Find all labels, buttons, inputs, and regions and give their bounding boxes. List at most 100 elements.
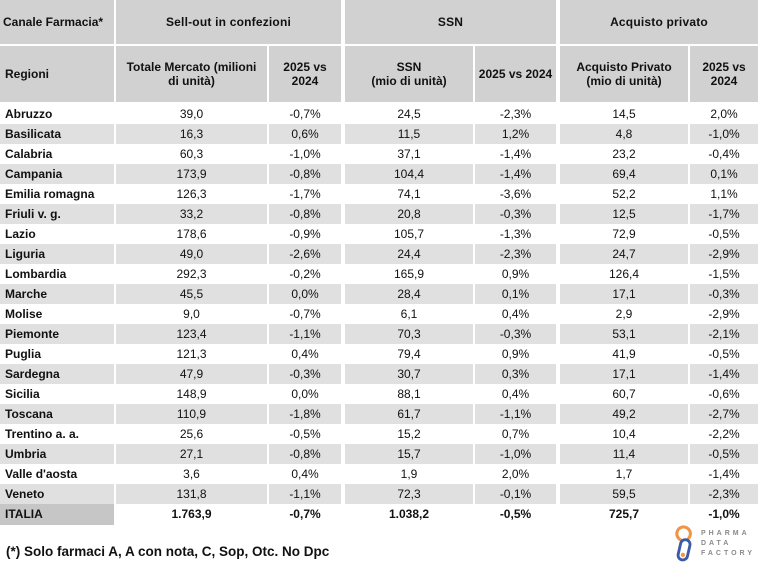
value-cell: 0,4%: [269, 464, 345, 484]
region-cell: Trentino a. a.: [0, 424, 116, 444]
group-acquisto-privato: Acquisto privato: [560, 0, 758, 46]
value-cell: 0,4%: [475, 304, 560, 324]
value-cell: -1,0%: [690, 124, 758, 144]
value-cell: 72,3: [345, 484, 475, 504]
value-cell: -0,5%: [690, 224, 758, 244]
value-cell: 110,9: [116, 404, 269, 424]
value-cell: 725,7: [560, 504, 690, 525]
value-cell: -0,8%: [269, 204, 345, 224]
logo-line-2: DATA: [700, 539, 732, 547]
value-cell: 0,9%: [475, 344, 560, 364]
value-cell: 1.763,9: [116, 504, 269, 525]
col-header-sellout-delta: 2025 vs 2024: [269, 46, 345, 104]
value-cell: -1,7%: [269, 184, 345, 204]
column-header-row: Regioni Totale Mercato (milioni di unità…: [0, 46, 758, 104]
value-cell: -0,8%: [269, 164, 345, 184]
value-cell: 17,1: [560, 364, 690, 384]
value-cell: 79,4: [345, 344, 475, 364]
value-cell: 69,4: [560, 164, 690, 184]
value-cell: 47,9: [116, 364, 269, 384]
value-cell: 0,1%: [690, 164, 758, 184]
region-cell: Calabria: [0, 144, 116, 164]
table-row: Puglia 121,3 0,4% 79,4 0,9% 41,9 -0,5%: [0, 344, 758, 364]
value-cell: 11,5: [345, 124, 475, 144]
value-cell: 6,1: [345, 304, 475, 324]
table-row: Basilicata 16,3 0,6% 11,5 1,2% 4,8 -1,0%: [0, 124, 758, 144]
col-header-ssn-unita: SSN (mio di unità): [345, 46, 475, 104]
region-cell: Puglia: [0, 344, 116, 364]
value-cell: 25,6: [116, 424, 269, 444]
value-cell: 173,9: [116, 164, 269, 184]
value-cell: 11,4: [560, 444, 690, 464]
value-cell: -1,4%: [690, 364, 758, 384]
value-cell: -0,7%: [269, 504, 345, 525]
value-cell: 30,7: [345, 364, 475, 384]
value-cell: 0,9%: [475, 264, 560, 284]
value-cell: -0,5%: [690, 444, 758, 464]
value-cell: -0,5%: [269, 424, 345, 444]
value-cell: -0,5%: [690, 344, 758, 364]
value-cell: 45,5: [116, 284, 269, 304]
value-cell: -2,3%: [690, 484, 758, 504]
table-row: Trentino a. a. 25,6 -0,5% 15,2 0,7% 10,4 -2,2%: [0, 424, 758, 444]
table-row: Lombardia 292,3 -0,2% 165,9 0,9% 126,4 -1,5%: [0, 264, 758, 284]
corner-label: Canale Farmacia*: [0, 0, 116, 46]
value-cell: -0,5%: [475, 504, 560, 525]
value-cell: -1,0%: [269, 144, 345, 164]
value-cell: 74,1: [345, 184, 475, 204]
region-cell: Valle d'aosta: [0, 464, 116, 484]
value-cell: 33,2: [116, 204, 269, 224]
region-cell: Umbria: [0, 444, 116, 464]
value-cell: -1,1%: [269, 484, 345, 504]
pharma-data-factory-logo: PHARMA DATA FACTORY: [672, 524, 755, 564]
value-cell: 1,2%: [475, 124, 560, 144]
value-cell: 0,0%: [269, 284, 345, 304]
group-ssn: SSN: [345, 0, 560, 46]
value-cell: 131,8: [116, 484, 269, 504]
value-cell: -1,0%: [475, 444, 560, 464]
value-cell: -2,1%: [690, 324, 758, 344]
value-cell: 27,1: [116, 444, 269, 464]
value-cell: -1,3%: [475, 224, 560, 244]
region-cell: Marche: [0, 284, 116, 304]
value-cell: -0,1%: [475, 484, 560, 504]
col-header-totale-mercato: Totale Mercato (milioni di unità): [116, 46, 269, 104]
value-cell: 24,7: [560, 244, 690, 264]
table-row: Veneto 131,8 -1,1% 72,3 -0,1% 59,5 -2,3%: [0, 484, 758, 504]
value-cell: 1,7: [560, 464, 690, 484]
pdf-logo-wordmark: PHARMA DATA FACTORY: [701, 529, 755, 559]
table-row: Campania 173,9 -0,8% 104,4 -1,4% 69,4 0,1%: [0, 164, 758, 184]
value-cell: 10,4: [560, 424, 690, 444]
value-cell: -0,7%: [269, 104, 345, 124]
value-cell: 105,7: [345, 224, 475, 244]
value-cell: 0,3%: [475, 364, 560, 384]
value-cell: -2,7%: [690, 404, 758, 424]
value-cell: 126,3: [116, 184, 269, 204]
value-cell: 2,0%: [475, 464, 560, 484]
value-cell: 4,8: [560, 124, 690, 144]
value-cell: 52,2: [560, 184, 690, 204]
value-cell: 12,5: [560, 204, 690, 224]
value-cell: 1,1%: [690, 184, 758, 204]
value-cell: 0,6%: [269, 124, 345, 144]
value-cell: -2,9%: [690, 304, 758, 324]
col-header-privato-delta: 2025 vs 2024: [690, 46, 758, 104]
value-cell: 49,0: [116, 244, 269, 264]
col-header-privato-unita: Acquisto Privato (mio di unità): [560, 46, 690, 104]
value-cell: 17,1: [560, 284, 690, 304]
value-cell: 3,6: [116, 464, 269, 484]
value-cell: 72,9: [560, 224, 690, 244]
value-cell: 49,2: [560, 404, 690, 424]
value-cell: 148,9: [116, 384, 269, 404]
total-row: ITALIA 1.763,9 -0,7% 1.038,2 -0,5% 725,7 -1,0%: [0, 504, 758, 525]
value-cell: -0,3%: [475, 324, 560, 344]
value-cell: 0,0%: [269, 384, 345, 404]
value-cell: -1,8%: [269, 404, 345, 424]
value-cell: -1,5%: [690, 264, 758, 284]
value-cell: -0,2%: [269, 264, 345, 284]
value-cell: 292,3: [116, 264, 269, 284]
value-cell: 59,5: [560, 484, 690, 504]
table-row: Piemonte 123,4 -1,1% 70,3 -0,3% 53,1 -2,1%: [0, 324, 758, 344]
value-cell: 14,5: [560, 104, 690, 124]
region-cell: Molise: [0, 304, 116, 324]
